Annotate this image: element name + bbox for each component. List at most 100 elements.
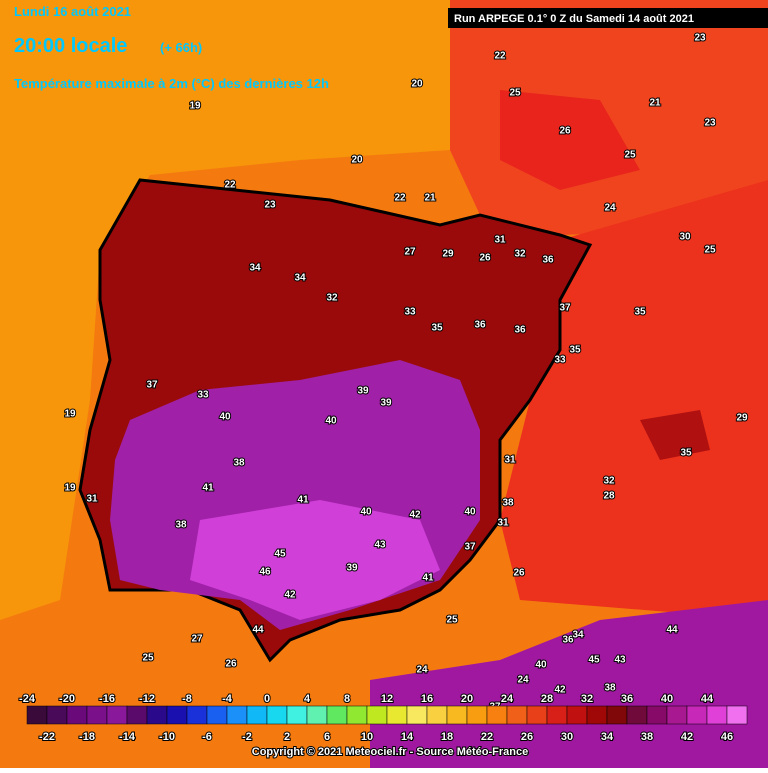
temperature-label: 40 [535, 660, 547, 671]
legend-swatch [706, 705, 728, 725]
temperature-label: 31 [497, 518, 509, 529]
legend-swatch [266, 705, 288, 725]
legend-label: -4 [222, 693, 233, 705]
legend-label: 4 [304, 693, 311, 705]
legend-swatch [426, 705, 448, 725]
legend-label: 42 [681, 731, 693, 743]
temperature-label: 35 [431, 323, 443, 334]
legend-label: 38 [641, 731, 653, 743]
temperature-label: 36 [474, 320, 486, 331]
france-hot [500, 90, 640, 190]
temperature-label: 36 [562, 635, 574, 646]
temperature-label: 38 [502, 498, 514, 509]
legend-label: 44 [701, 693, 714, 705]
temperature-label: 34 [294, 273, 306, 284]
temperature-label: 36 [514, 325, 526, 336]
temperature-label: 30 [679, 232, 691, 243]
legend-label: 16 [421, 693, 433, 705]
legend-swatch [646, 705, 668, 725]
legend-swatch [206, 705, 228, 725]
temperature-label: 21 [424, 193, 436, 204]
temperature-label: 33 [404, 307, 416, 318]
legend-swatch [626, 705, 648, 725]
legend-label: 28 [541, 693, 553, 705]
legend-label: 8 [344, 693, 350, 705]
temperature-label: 24 [604, 203, 616, 214]
temperature-label: 43 [614, 655, 626, 666]
legend-swatch [726, 705, 748, 725]
run-info: Run ARPEGE 0.1° 0 Z du Samedi 14 août 20… [454, 13, 694, 25]
legend-swatch [126, 705, 148, 725]
temperature-label: 36 [542, 255, 554, 266]
temperature-label: 37 [464, 542, 476, 553]
temperature-label: 26 [479, 253, 491, 264]
legend-swatch [406, 705, 428, 725]
temperature-label: 25 [624, 150, 636, 161]
temperature-label: 40 [219, 412, 231, 423]
temperature-label: 45 [588, 655, 600, 666]
temperature-label: 40 [360, 507, 372, 518]
date: Lundi 16 août 2021 [14, 4, 131, 19]
legend-label: 10 [361, 731, 373, 743]
temperature-label: 38 [604, 683, 616, 694]
temperature-label: 23 [704, 118, 716, 129]
legend-swatch [506, 705, 528, 725]
temperature-label: 31 [86, 494, 98, 505]
legend-label: -8 [182, 693, 192, 705]
legend-label: 24 [501, 693, 514, 705]
temperature-label: 24 [416, 665, 428, 676]
legend-swatch [466, 705, 488, 725]
legend-label: 12 [381, 693, 393, 705]
temperature-label: 28 [603, 491, 615, 502]
legend-label: 46 [721, 731, 733, 743]
legend-label: -6 [202, 731, 212, 743]
time: 20:00 locale [14, 35, 127, 57]
legend-label: 14 [401, 731, 414, 743]
legend-swatch [186, 705, 208, 725]
legend-label: 18 [441, 731, 453, 743]
legend-label: -14 [119, 731, 136, 743]
legend-swatch [586, 705, 608, 725]
temperature-label: 31 [494, 235, 506, 246]
temperature-label: 23 [264, 200, 276, 211]
temperature-label: 32 [603, 476, 615, 487]
legend-label: 2 [284, 731, 290, 743]
temperature-label: 25 [142, 653, 154, 664]
legend-label: 34 [601, 731, 614, 743]
temperature-label: 32 [514, 249, 526, 260]
temperature-label: 26 [513, 568, 525, 579]
legend-swatch [286, 705, 308, 725]
temperature-label: 41 [422, 573, 434, 584]
legend-swatch [366, 705, 388, 725]
temperature-label: 40 [325, 416, 337, 427]
legend-label: 30 [561, 731, 573, 743]
temperature-label: 35 [634, 307, 646, 318]
legend-label: -18 [79, 731, 95, 743]
temperature-label: 37 [559, 303, 571, 314]
legend-label: 40 [661, 693, 673, 705]
legend-swatch [446, 705, 468, 725]
temperature-label: 26 [559, 126, 571, 137]
run-box [448, 8, 768, 28]
legend-swatch [486, 705, 508, 725]
copyright: Copyright © 2021 Meteociel.fr - Source M… [252, 746, 528, 758]
south-hot [190, 500, 440, 620]
legend-label: 6 [324, 731, 330, 743]
legend-label: -12 [139, 693, 155, 705]
legend-swatch [146, 705, 168, 725]
temperature-label: 27 [191, 634, 203, 645]
temperature-label: 33 [554, 355, 566, 366]
temperature-label: 46 [259, 567, 271, 578]
legend-swatch [606, 705, 628, 725]
temperature-label: 42 [554, 685, 566, 696]
legend-label: 0 [264, 693, 270, 705]
temperature-label: 42 [409, 510, 421, 521]
temperature-label: 32 [326, 293, 338, 304]
legend-label: 26 [521, 731, 533, 743]
temperature-label: 24 [517, 675, 529, 686]
lead: (+ 66h) [160, 40, 202, 55]
temperature-label: 20 [411, 79, 423, 90]
temperature-label: 34 [249, 263, 261, 274]
temperature-label: 25 [509, 88, 521, 99]
